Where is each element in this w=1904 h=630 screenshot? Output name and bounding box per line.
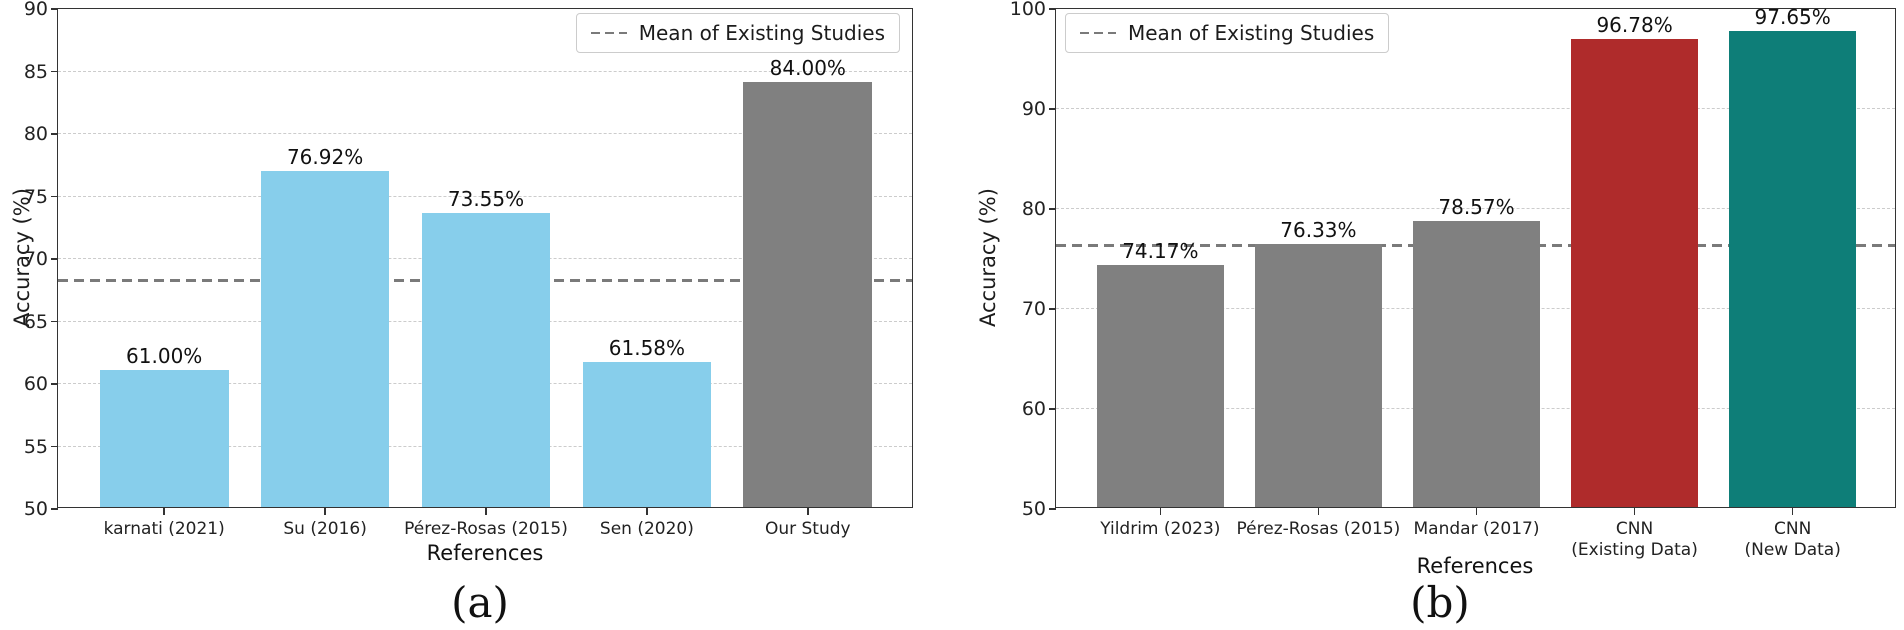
- y-axis-title: Accuracy (%): [976, 188, 1000, 328]
- y-tick-mark: [51, 320, 58, 323]
- y-tick-label: 80: [1021, 198, 1046, 220]
- y-tick-label: 100: [1009, 0, 1046, 20]
- y-tick-mark: [51, 8, 58, 10]
- x-axis-title: References: [426, 541, 544, 565]
- legend: Mean of Existing Studies: [1065, 13, 1390, 53]
- x-tick-label: Pérez-Rosas (2015): [1236, 519, 1401, 539]
- x-tick-mark: [1317, 508, 1320, 515]
- x-axis-title: References: [1416, 554, 1534, 578]
- x-tick-mark: [1633, 508, 1636, 515]
- bar: [1729, 30, 1856, 507]
- y-tick-mark: [51, 133, 58, 135]
- bar: [582, 362, 712, 507]
- gridline: [58, 133, 912, 135]
- bar: [99, 369, 229, 507]
- x-tick-label: Mandar (2017): [1413, 519, 1540, 539]
- y-tick-label: 60: [23, 373, 48, 395]
- y-tick-label: 85: [23, 60, 48, 83]
- legend-label: Mean of Existing Studies: [638, 21, 885, 45]
- bar-value-label: 61.00%: [126, 343, 203, 368]
- dashed-line-icon: [1080, 31, 1116, 35]
- y-tick-mark: [1049, 408, 1056, 410]
- bar-value-label: 97.65%: [1754, 4, 1831, 29]
- y-tick-mark: [51, 70, 58, 73]
- y-tick-mark: [51, 195, 58, 198]
- subfigure-caption: (a): [451, 578, 509, 627]
- y-tick-mark: [1049, 208, 1056, 210]
- y-tick-label: 70: [23, 248, 48, 270]
- x-tick-mark: [1475, 508, 1478, 515]
- gridline: [58, 195, 912, 197]
- y-tick-label: 65: [23, 310, 48, 333]
- bar: [743, 82, 873, 507]
- x-tick-mark: [324, 508, 326, 515]
- bar-value-label: 76.33%: [1280, 217, 1357, 242]
- x-tick-label: Su (2016): [283, 519, 367, 539]
- x-tick-mark: [163, 508, 165, 515]
- bar: [1571, 39, 1698, 507]
- y-tick-label: 50: [1021, 498, 1046, 520]
- legend: Mean of Existing Studies: [575, 13, 900, 53]
- y-tick-mark: [51, 508, 58, 510]
- x-tick-label: karnati (2021): [103, 519, 225, 539]
- y-tick-mark: [1049, 308, 1056, 310]
- y-tick-label: 75: [23, 185, 48, 208]
- subfigure-caption: (b): [1410, 578, 1470, 627]
- y-tick-label: 90: [23, 0, 48, 20]
- gridline: [1056, 108, 1895, 110]
- x-tick-label: Our Study: [764, 519, 851, 539]
- y-tick-mark: [51, 445, 58, 448]
- y-tick-mark: [1049, 8, 1056, 10]
- x-tick-mark: [485, 508, 487, 515]
- bar: [1413, 221, 1540, 507]
- bar-value-label: 61.58%: [608, 336, 686, 361]
- bar: [421, 212, 551, 507]
- y-tick-label: 90: [1021, 98, 1046, 120]
- plot-area: Mean of Existing Studies 50 60 70 80 90 100 74…: [1010, 0, 1896, 560]
- x-tick-label: Yildrim (2023): [1100, 519, 1221, 539]
- y-tick-label: 60: [1021, 398, 1046, 420]
- gridline: [58, 70, 912, 72]
- x-tick-mark: [1791, 508, 1794, 515]
- bar: [1097, 265, 1224, 507]
- y-tick-mark: [1049, 108, 1056, 110]
- dashed-line-icon: [590, 31, 627, 35]
- plot-area: Mean of Existing Studies 50 55 60 65 70 75 80 8…: [24, 0, 913, 539]
- y-tick-mark: [51, 383, 58, 385]
- legend-label: Mean of Existing Studies: [1128, 21, 1375, 45]
- y-tick-label: 50: [23, 498, 48, 520]
- bar-value-label: 73.55%: [447, 186, 525, 211]
- y-tick-mark: [1049, 508, 1056, 510]
- bar-value-label: 84.00%: [769, 56, 846, 80]
- x-tick-label: CNN (Existing Data): [1571, 519, 1698, 560]
- x-tick-mark: [646, 508, 648, 515]
- bar-value-label: 74.17%: [1122, 239, 1199, 264]
- bar-value-label: 76.92%: [286, 144, 364, 169]
- bar: [260, 170, 390, 507]
- gridline: [1056, 208, 1895, 210]
- y-tick-label: 70: [1021, 298, 1046, 320]
- bar-value-label: 78.57%: [1438, 195, 1515, 220]
- y-tick-mark: [51, 258, 58, 260]
- x-tick-label: Pérez-Rosas (2015): [404, 519, 568, 539]
- x-tick-label: Sen (2020): [599, 519, 694, 539]
- x-tick-label: CNN (New Data): [1744, 519, 1841, 560]
- y-tick-label: 80: [23, 123, 48, 145]
- x-tick-mark: [807, 508, 809, 515]
- y-tick-label: 55: [23, 435, 48, 458]
- x-tick-mark: [1159, 508, 1162, 515]
- bar-value-label: 96.78%: [1596, 13, 1673, 38]
- bar: [1255, 243, 1382, 507]
